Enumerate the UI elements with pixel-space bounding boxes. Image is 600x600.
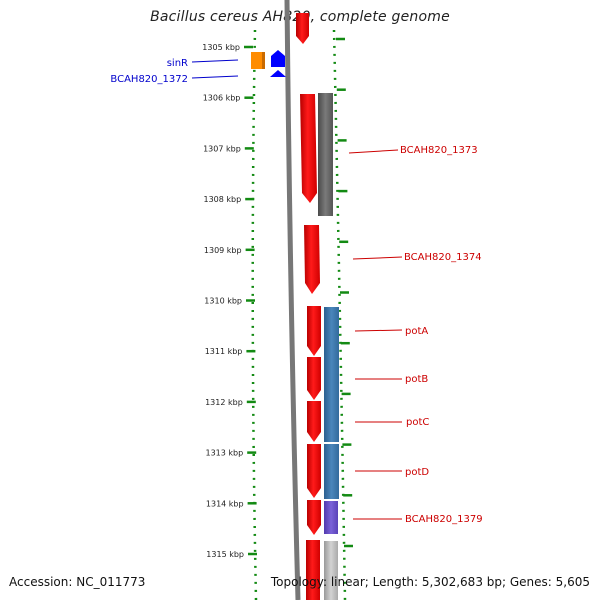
gene-label-sinr[interactable]: sinR <box>167 58 188 69</box>
forward-callouts <box>348 149 403 520</box>
gene-label-bcah820-1379[interactable]: BCAH820_1379 <box>405 514 483 525</box>
cds-arrow[interactable] <box>307 401 321 442</box>
forward-gene-labels: BCAH820_1373 BCAH820_1374 potA potB potC… <box>400 145 483 525</box>
cds-arrow[interactable] <box>300 94 317 203</box>
ruler-tick-label: 1315 kbp <box>206 550 244 559</box>
gene-label-bcah820-1374[interactable]: BCAH820_1374 <box>404 252 482 263</box>
ruler-tick-label: 1308 kbp <box>203 195 241 204</box>
ruler-tick-label: 1310 kbp <box>204 297 242 306</box>
gene-label-bcah820-1372[interactable]: BCAH820_1372 <box>110 74 188 85</box>
cds-arrow[interactable] <box>307 306 321 356</box>
gene-bar[interactable] <box>324 307 339 442</box>
ruler-tick-label: 1312 kbp <box>205 398 243 407</box>
ruler-tick-label: 1307 kbp <box>203 144 241 153</box>
orange-feature[interactable] <box>251 52 264 69</box>
blue-gene-arrow[interactable] <box>270 70 286 77</box>
gene-label-pota[interactable]: potA <box>405 326 428 337</box>
ruler-tick-label: 1305 kbp <box>202 43 240 52</box>
genome-backbone <box>284 0 301 600</box>
ruler-tick-label: 1306 kbp <box>203 94 241 103</box>
accession-label: Accession: NC_011773 <box>9 575 146 589</box>
gene-label-bcah820-1373[interactable]: BCAH820_1373 <box>400 145 478 156</box>
reverse-gene-labels: sinR BCAH820_1372 <box>110 58 188 85</box>
reverse-features <box>251 50 286 77</box>
cds-arrow[interactable] <box>307 500 321 535</box>
cds-arrow[interactable] <box>307 357 321 400</box>
gene-feature-track <box>318 93 339 600</box>
ruler-ticks: 1305 kbp 1306 kbp 1307 kbp 1308 kbp 1309 kbp… <box>202 37 353 559</box>
ruler-tick-label: 1313 kbp <box>205 449 243 458</box>
forward-cds-track <box>296 13 321 600</box>
gene-bar[interactable] <box>318 93 333 216</box>
genome-summary: Topology: linear; Length: 5,302,683 bp; … <box>270 575 590 589</box>
gene-label-potb[interactable]: potB <box>405 374 428 385</box>
cds-arrow[interactable] <box>296 13 309 44</box>
gene-label-potc[interactable]: potC <box>406 417 429 428</box>
gene-bar[interactable] <box>324 541 338 600</box>
gene-bar[interactable] <box>324 444 339 499</box>
gene-label-potd[interactable]: potD <box>405 467 429 478</box>
cds-arrow[interactable] <box>306 540 320 600</box>
ruler-tick-label: 1314 kbp <box>206 499 244 508</box>
ruler-tick-label: 1309 kbp <box>204 246 242 255</box>
gene-bar[interactable] <box>324 501 338 534</box>
reverse-callouts <box>191 59 239 79</box>
cds-arrow[interactable] <box>307 444 321 498</box>
blue-gene-arrow[interactable] <box>271 50 285 67</box>
ruler-tick-label: 1311 kbp <box>205 347 243 356</box>
cds-arrow[interactable] <box>304 225 320 294</box>
